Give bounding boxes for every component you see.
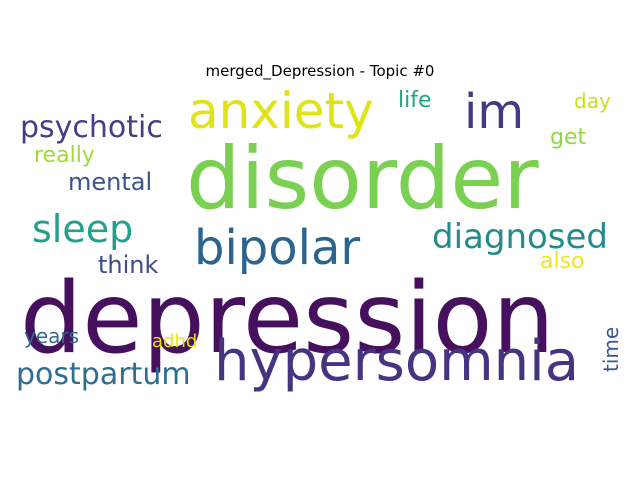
word-postpartum: postpartum: [16, 357, 191, 392]
word-think: think: [98, 251, 159, 279]
word-im: im: [464, 84, 524, 140]
word-diagnosed: diagnosed: [432, 217, 608, 257]
word-depression: depression: [20, 262, 555, 376]
word-anxiety: anxiety: [188, 82, 374, 140]
word-mental: mental: [68, 168, 152, 196]
word-also: also: [540, 249, 585, 274]
word-sleep: sleep: [32, 207, 133, 251]
word-time: time: [599, 327, 623, 372]
word-get: get: [550, 125, 587, 150]
word-hypersomnia: hypersomnia: [214, 329, 579, 394]
chart-title: merged_Depression - Topic #0: [205, 62, 435, 80]
word-life: life: [398, 88, 432, 113]
word-day: day: [574, 89, 611, 113]
word-adhd: adhd: [152, 331, 197, 352]
word-bipolar: bipolar: [194, 220, 360, 276]
word-really: really: [34, 143, 95, 168]
word-years: years: [24, 324, 79, 348]
word-psychotic: psychotic: [20, 110, 163, 145]
word-disorder: disorder: [186, 129, 539, 229]
